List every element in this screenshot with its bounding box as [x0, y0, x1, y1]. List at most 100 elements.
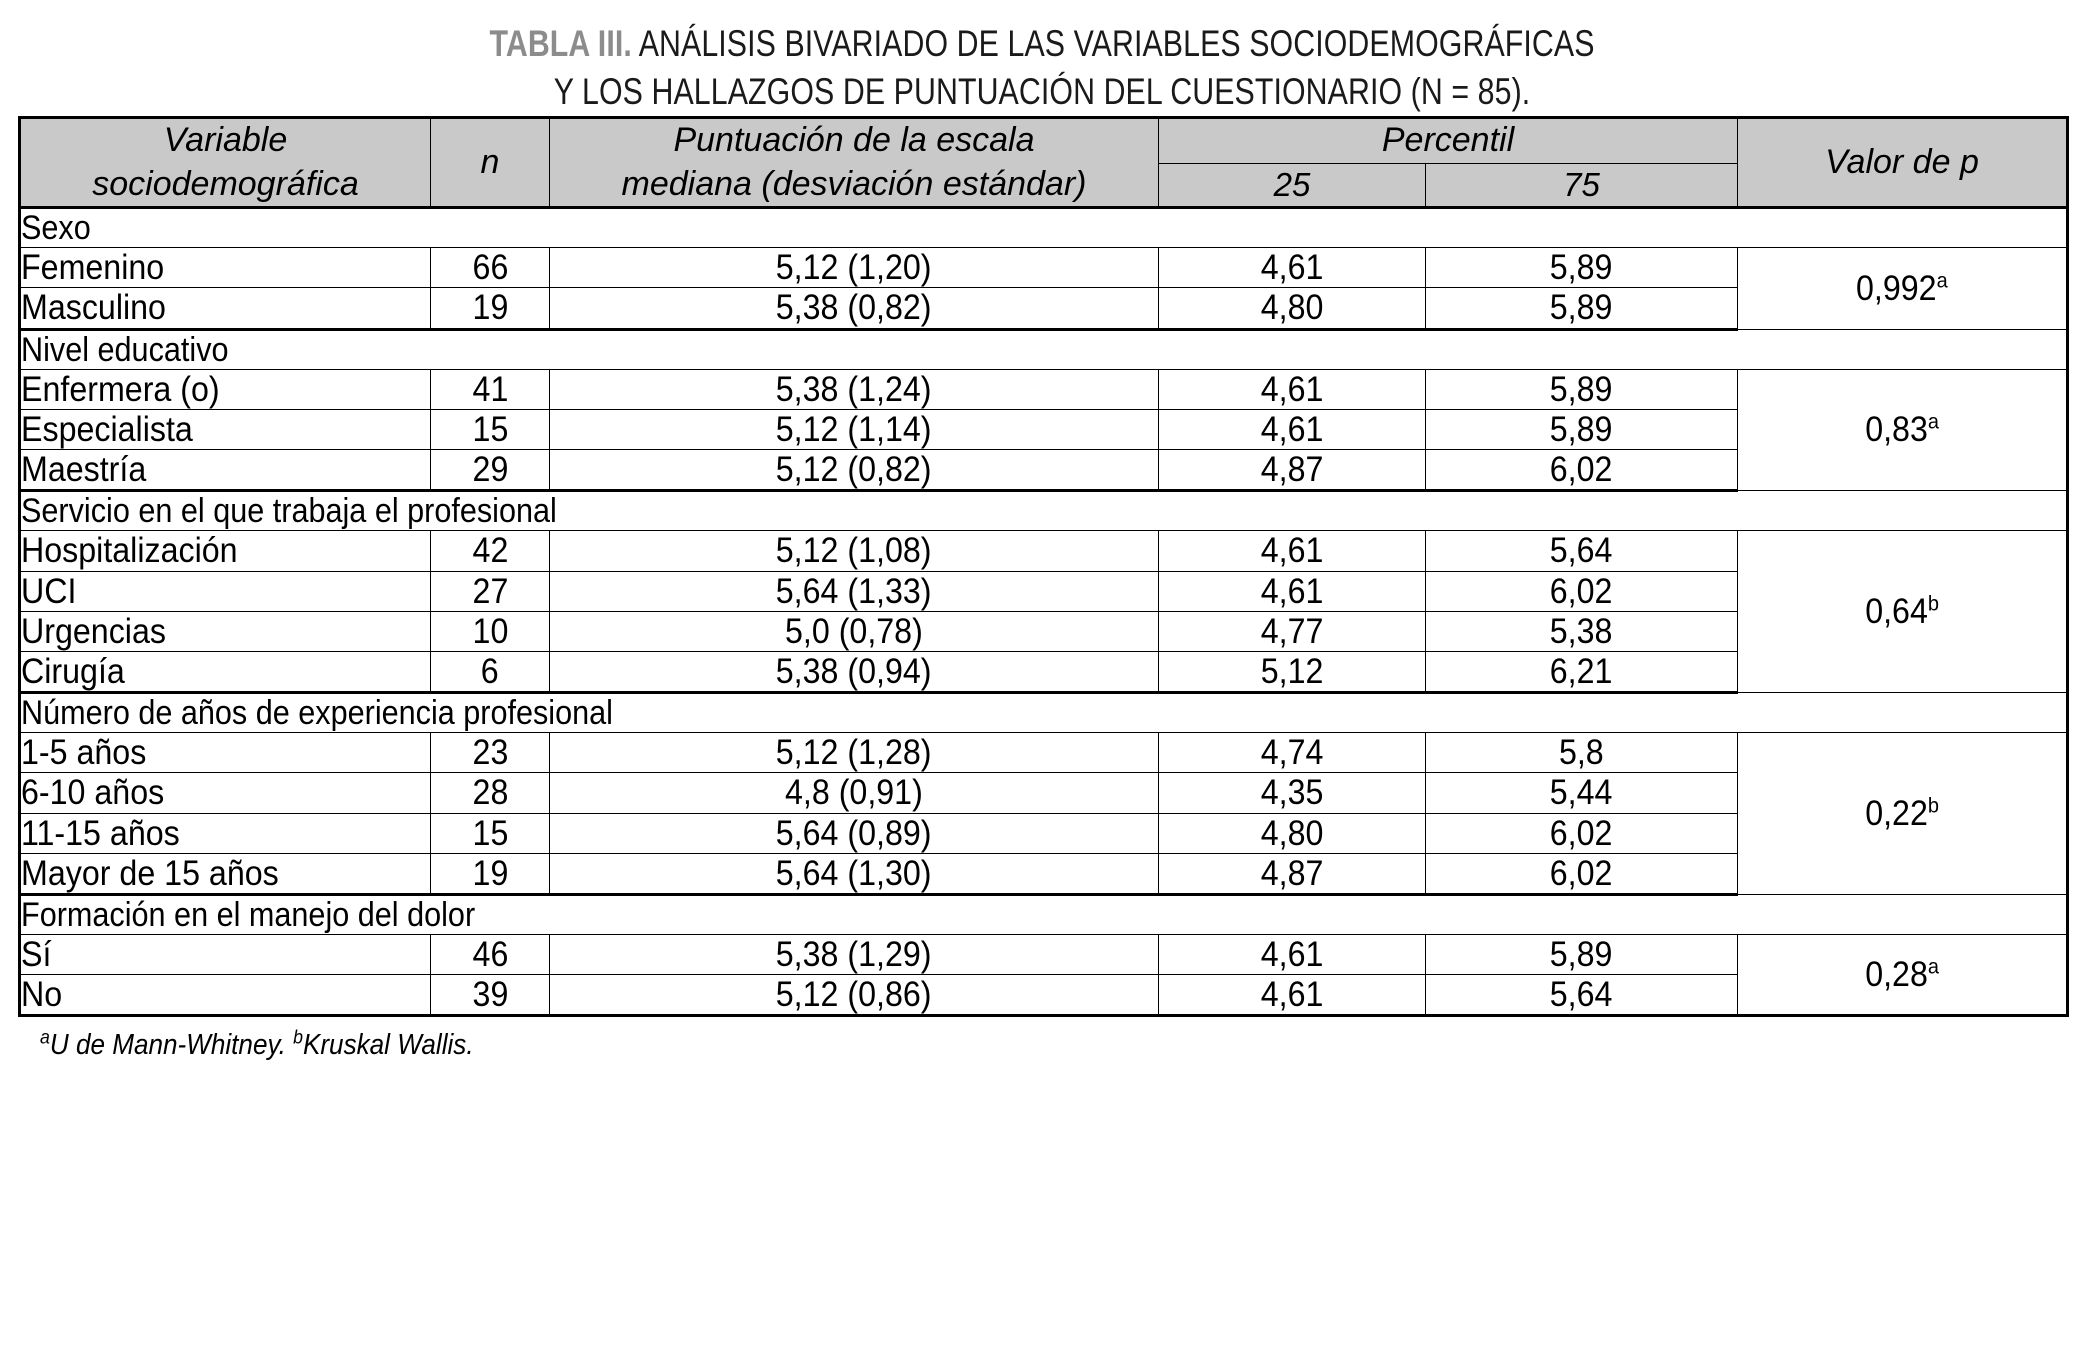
section-title-nivel-educativo: Nivel educativo [19, 328, 2068, 370]
row-n: 15 [430, 812, 550, 854]
row-n: 19 [430, 852, 550, 896]
row-n: 6 [430, 650, 550, 695]
row-label: Maestría [19, 449, 431, 493]
row-pvalue: 0,28a [1737, 934, 2068, 1017]
row-p25: 4,87 [1158, 449, 1426, 493]
pvalue-number: 0,64 [1865, 592, 1928, 632]
table-head: Variable sociodemográfica n Puntuación d… [19, 117, 2068, 210]
row-score: 5,64 (0,89) [549, 812, 1159, 854]
row-label: Enfermera (o) [19, 368, 431, 410]
section-title-anos-experiencia: Número de años de experiencia profesiona… [19, 692, 2068, 734]
table-row: 11-15 años 15 5,64 (0,89) 4,80 6,02 [19, 812, 2068, 854]
table-row: Masculino 19 5,38 (0,82) 4,80 5,89 [19, 287, 2068, 331]
header-percentil-25: 25 [1158, 162, 1426, 210]
row-p25: 4,61 [1158, 934, 1426, 976]
table-row: Sí 46 5,38 (1,29) 4,61 5,89 0,28a [19, 934, 2068, 1017]
header-percentil: Percentil [1158, 117, 1738, 164]
row-p75: 5,89 [1425, 368, 1738, 410]
row-n: 27 [430, 570, 550, 612]
pvalue-footnote-marker: a [1927, 953, 1939, 979]
table-row: Cirugía 6 5,38 (0,94) 5,12 6,21 [19, 650, 2068, 695]
header-pvalue: Valor de p [1737, 117, 2068, 210]
row-n: 42 [430, 530, 550, 572]
row-label: 11-15 años [19, 812, 431, 854]
row-score: 5,12 (1,20) [549, 247, 1159, 289]
pvalue-number: 0,992 [1856, 268, 1937, 308]
section-header-row: Sexo [19, 207, 2068, 249]
row-p75: 5,89 [1425, 287, 1738, 331]
pvalue-number: 0,28 [1865, 955, 1928, 995]
table-row: 1-5 años 23 5,12 (1,28) 4,74 5,8 0,22b [19, 732, 2068, 895]
row-score: 5,12 (1,08) [549, 530, 1159, 572]
row-score: 5,0 (0,78) [549, 610, 1159, 652]
row-score: 5,38 (1,24) [549, 368, 1159, 410]
footnote-marker-b: b [293, 1026, 303, 1049]
pvalue-footnote-marker: a [1936, 267, 1948, 293]
table-row: UCI 27 5,64 (1,33) 4,61 6,02 [19, 570, 2068, 612]
table-row: Maestría 29 5,12 (0,82) 4,87 6,02 [19, 449, 2068, 493]
row-p75: 5,38 [1425, 610, 1738, 652]
pvalue-number: 0,22 [1865, 794, 1928, 833]
row-pvalue: 0,64b [1737, 530, 2068, 694]
title-table-number: TABLA III. [489, 23, 632, 64]
row-p25: 4,61 [1158, 408, 1426, 451]
row-label: Mayor de 15 años [19, 852, 431, 896]
row-p25: 5,12 [1158, 650, 1426, 695]
row-n: 19 [430, 287, 550, 331]
row-label: 1-5 años [19, 732, 431, 774]
row-p75: 5,64 [1425, 974, 1738, 1018]
row-pvalue: 0,992a [1737, 247, 2068, 330]
row-n: 46 [430, 934, 550, 976]
row-label: No [19, 974, 431, 1018]
section-header-row: Servicio en el que trabaja el profesiona… [19, 490, 2068, 532]
header-row-1: Variable sociodemográfica n Puntuación d… [19, 117, 2068, 210]
row-p25: 4,61 [1158, 368, 1426, 410]
footnote-text-b: Kruskal Wallis. [302, 1029, 474, 1062]
row-label: Hospitalización [19, 530, 431, 572]
table-row: Especialista 15 5,12 (1,14) 4,61 5,89 [19, 408, 2068, 451]
row-score: 5,64 (1,30) [549, 852, 1159, 896]
row-p75: 5,8 [1425, 732, 1738, 774]
row-pvalue: 0,22b [1737, 732, 2068, 895]
table-row: Femenino 66 5,12 (1,20) 4,61 5,89 0,992a [19, 247, 2068, 330]
row-p25: 4,35 [1158, 772, 1426, 814]
row-n: 29 [430, 449, 550, 493]
row-p25: 4,80 [1158, 812, 1426, 854]
header-score-line2: mediana (desviación estándar) [621, 164, 1087, 203]
header-variable-line2: sociodemográfica [92, 164, 359, 203]
row-p25: 4,61 [1158, 530, 1426, 572]
row-p25: 4,74 [1158, 732, 1426, 774]
row-label: Urgencias [19, 610, 431, 652]
header-row-2: 25 75 [20, 162, 2068, 210]
title-line-1-text: ANÁLISIS BIVARIADO DE LAS VARIABLES SOCI… [631, 23, 1595, 64]
row-p75: 6,02 [1425, 449, 1738, 493]
pvalue-footnote-marker: b [1927, 792, 1939, 818]
pvalue-footnote-marker: b [1927, 590, 1939, 616]
row-p25: 4,87 [1158, 852, 1426, 896]
table-row: Enfermera (o) 41 5,38 (1,24) 4,61 5,89 0… [19, 368, 2068, 492]
row-p75: 5,44 [1425, 772, 1738, 814]
bivariate-analysis-table: Variable sociodemográfica n Puntuación d… [18, 116, 2069, 1018]
table-row: Mayor de 15 años 19 5,64 (1,30) 4,87 6,0… [19, 852, 2068, 896]
table-title: TABLA III. ANÁLISIS BIVARIADO DE LAS VAR… [0, 0, 2084, 116]
header-score-line1: Puntuación de la escala [673, 121, 1035, 160]
table-row: Hospitalización 42 5,12 (1,08) 4,61 5,64… [19, 530, 2068, 694]
row-p75: 6,02 [1425, 812, 1738, 854]
row-n: 15 [430, 408, 550, 451]
section-title-formacion: Formación en el manejo del dolor [19, 893, 2068, 936]
row-score: 5,38 (0,94) [549, 650, 1159, 695]
table-container: Variable sociodemográfica n Puntuación d… [0, 116, 2084, 1062]
row-p25: 4,61 [1158, 247, 1426, 289]
row-label: UCI [19, 570, 431, 612]
row-p75: 5,89 [1425, 934, 1738, 976]
row-label: Femenino [19, 247, 431, 289]
row-label: Especialista [19, 408, 431, 451]
row-p25: 4,77 [1158, 610, 1426, 652]
row-score: 5,64 (1,33) [549, 570, 1159, 612]
row-n: 41 [430, 368, 550, 410]
table-body: Sexo Femenino 66 5,12 (1,20) 4,61 5,89 0… [19, 207, 2068, 1018]
title-line-1: TABLA III. ANÁLISIS BIVARIADO DE LAS VAR… [188, 20, 1897, 68]
row-score: 4,8 (0,91) [549, 772, 1159, 814]
row-score: 5,12 (1,28) [549, 732, 1159, 774]
row-pvalue: 0,83a [1737, 368, 2068, 492]
